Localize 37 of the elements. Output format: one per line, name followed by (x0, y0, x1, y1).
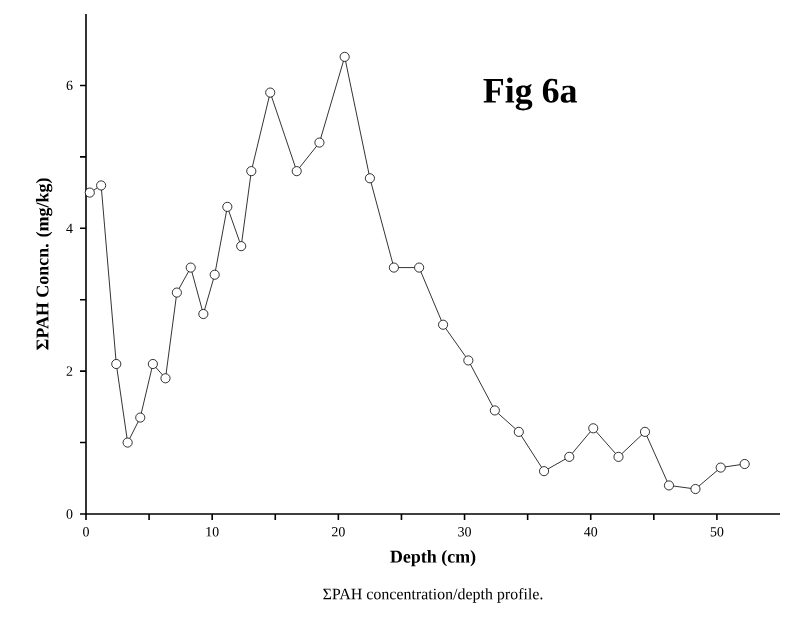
point (414, 262, 425, 273)
point (690, 484, 701, 494)
point (171, 287, 182, 298)
point (489, 405, 500, 416)
point (539, 466, 550, 477)
point (364, 173, 375, 184)
point (111, 359, 122, 369)
point (438, 319, 449, 330)
point (222, 201, 233, 212)
point (185, 262, 196, 273)
point (198, 309, 209, 319)
point (135, 412, 146, 423)
point (122, 437, 133, 448)
point (463, 355, 474, 366)
point (246, 166, 257, 177)
point (291, 166, 302, 177)
point (265, 87, 276, 98)
point (640, 426, 650, 437)
point (388, 262, 399, 273)
point (513, 426, 524, 437)
y-axis-title: ΣPAH Concn. (mg/kg) (35, 178, 53, 350)
point (613, 451, 624, 462)
x-axis-title: Depth (cm) (390, 550, 476, 567)
point (84, 187, 95, 198)
point (314, 137, 325, 148)
point (339, 51, 350, 62)
point (160, 373, 171, 384)
point (588, 423, 599, 434)
point (209, 269, 220, 280)
point (147, 359, 158, 369)
point (739, 459, 750, 469)
point (663, 480, 674, 491)
point (236, 241, 247, 252)
point (96, 180, 107, 191)
text: Fig 6a (483, 77, 577, 111)
point (564, 451, 575, 462)
point (715, 462, 726, 473)
